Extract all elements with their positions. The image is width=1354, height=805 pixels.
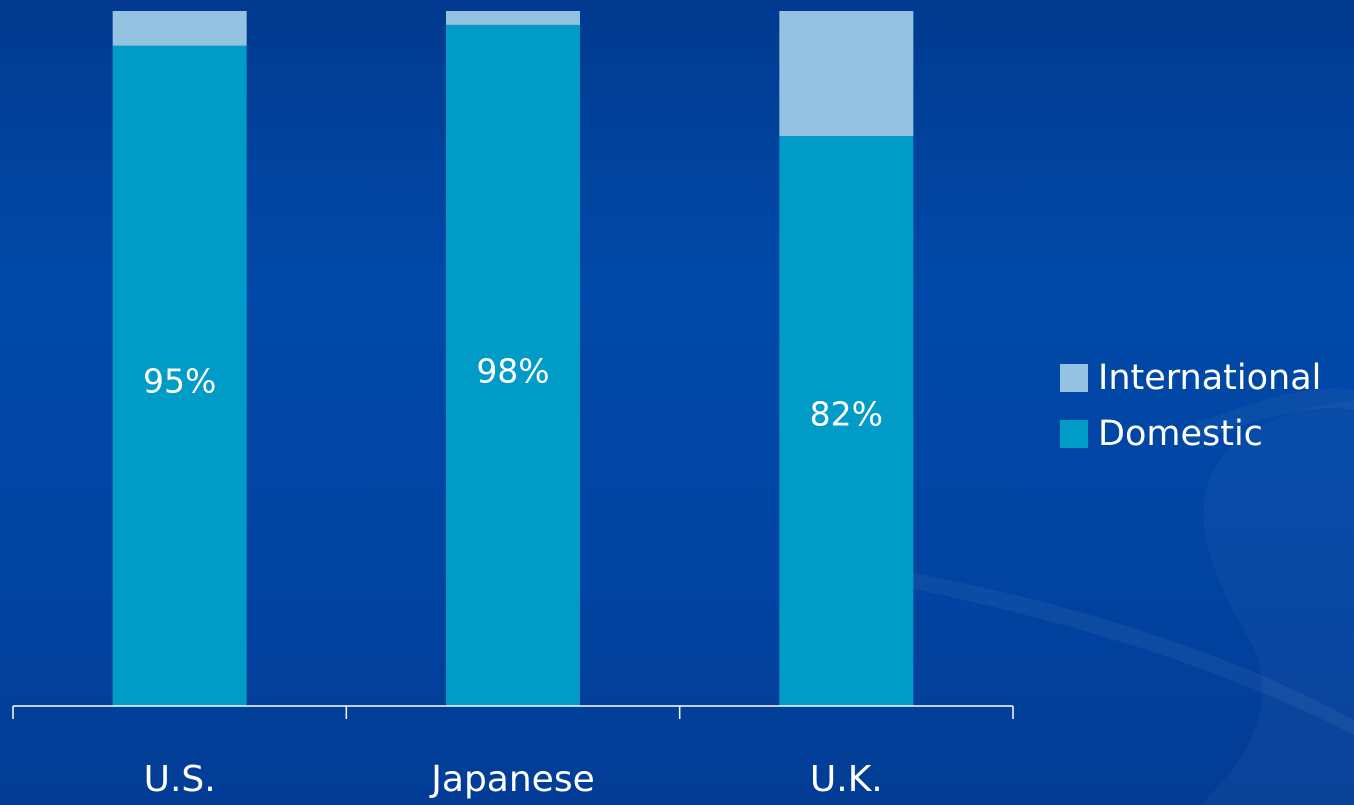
legend-swatch-domestic bbox=[1060, 420, 1088, 448]
legend-item-international: International bbox=[1060, 356, 1321, 400]
category-labels-layer: U.S. Japanese U.K. bbox=[144, 759, 883, 800]
bar-international-u-s bbox=[112, 11, 247, 46]
bar-international-japanese bbox=[446, 11, 580, 25]
category-label: U.K. bbox=[810, 759, 883, 800]
category-label: U.S. bbox=[144, 759, 216, 800]
legend-label-domestic: Domestic bbox=[1098, 414, 1263, 454]
bar-international-u-k bbox=[779, 11, 914, 137]
bars-layer bbox=[112, 11, 914, 707]
data-labels-layer: 95% 98% 82% bbox=[143, 352, 883, 434]
x-axis bbox=[12, 705, 1014, 719]
data-label: 95% bbox=[143, 362, 216, 401]
legend-swatch-international bbox=[1060, 364, 1088, 392]
legend: International Domestic bbox=[1060, 356, 1321, 468]
legend-label-international: International bbox=[1098, 358, 1322, 398]
legend-item-domestic: Domestic bbox=[1060, 412, 1321, 456]
data-label: 82% bbox=[810, 395, 883, 434]
bar-domestic-u-s bbox=[112, 45, 247, 706]
data-label: 98% bbox=[476, 352, 549, 391]
bar-domestic-u-k bbox=[779, 136, 914, 707]
category-label: Japanese bbox=[429, 759, 594, 800]
bar-domestic-japanese bbox=[446, 24, 580, 706]
